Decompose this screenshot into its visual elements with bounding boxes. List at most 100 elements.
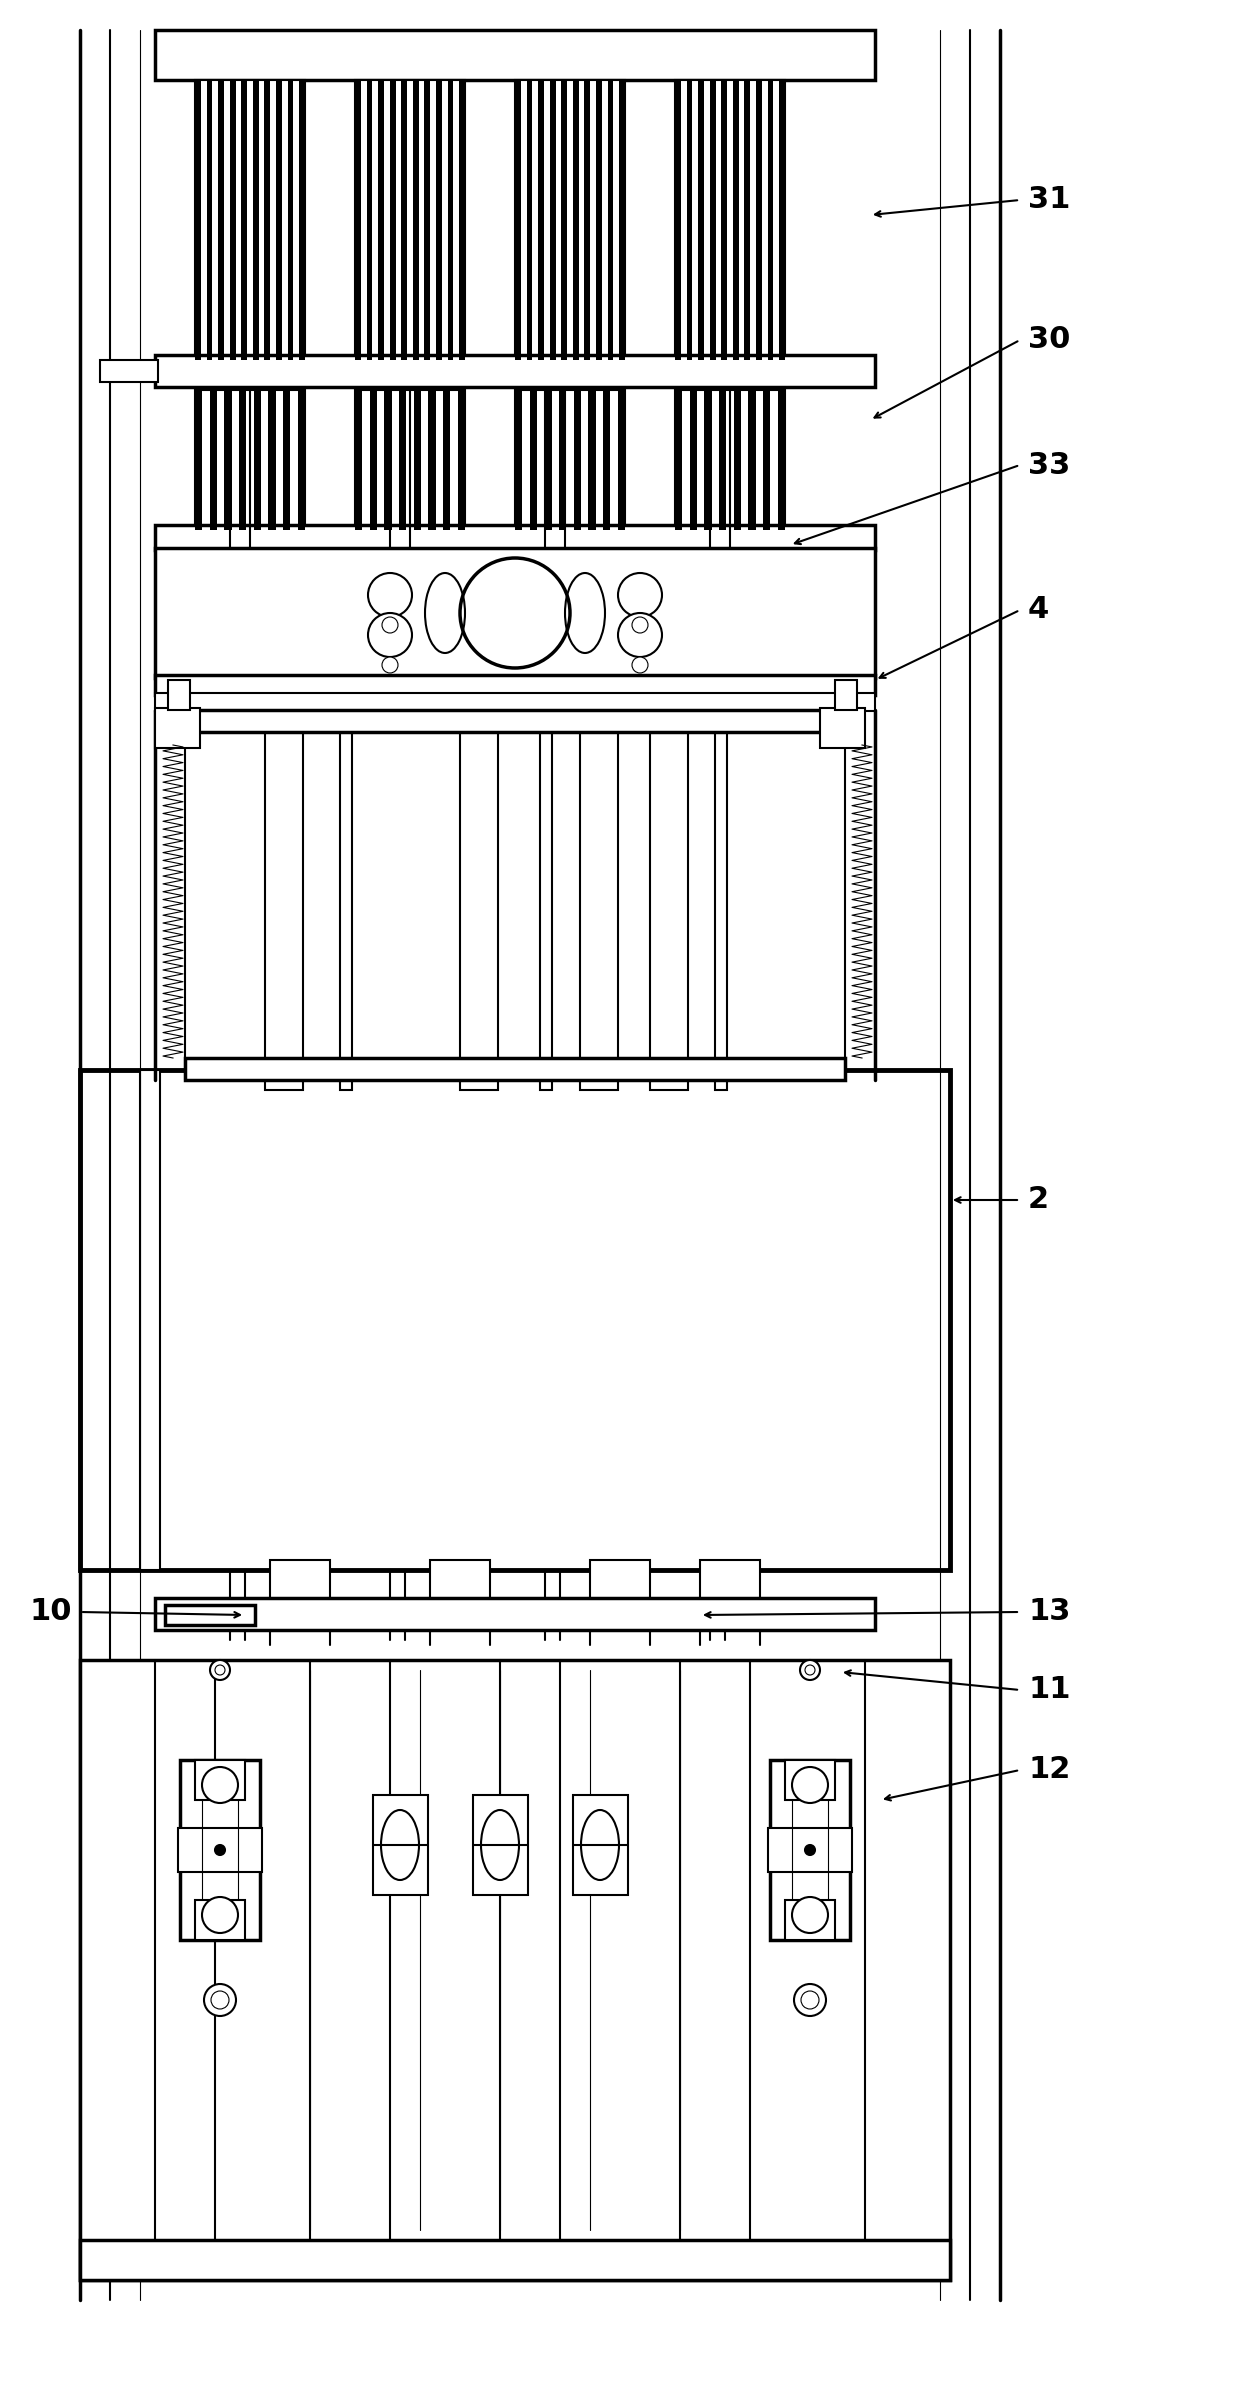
Bar bbox=[100, 361, 157, 382]
Circle shape bbox=[382, 657, 398, 673]
Bar bbox=[370, 389, 377, 530]
Bar bbox=[414, 389, 422, 530]
Bar bbox=[719, 389, 727, 530]
Text: 11: 11 bbox=[1028, 1676, 1070, 1705]
Bar bbox=[733, 81, 739, 361]
Bar bbox=[268, 389, 275, 530]
Bar bbox=[650, 721, 688, 1089]
Bar bbox=[460, 721, 498, 1089]
Bar bbox=[603, 389, 610, 530]
Bar bbox=[715, 721, 727, 1089]
Bar bbox=[270, 1559, 330, 1605]
Circle shape bbox=[792, 1896, 828, 1932]
Bar bbox=[207, 81, 212, 361]
Bar bbox=[538, 81, 544, 361]
Bar bbox=[402, 81, 407, 361]
Circle shape bbox=[202, 1896, 238, 1932]
Bar bbox=[768, 1827, 852, 1872]
Bar bbox=[283, 389, 290, 530]
Bar bbox=[239, 389, 247, 530]
Bar bbox=[355, 389, 362, 530]
Bar bbox=[277, 81, 281, 361]
Bar bbox=[785, 1760, 835, 1801]
Bar bbox=[195, 81, 201, 361]
Bar bbox=[253, 81, 259, 361]
Bar bbox=[785, 1901, 835, 1939]
Text: 13: 13 bbox=[1028, 1598, 1070, 1626]
Bar bbox=[515, 81, 521, 361]
Text: 10: 10 bbox=[30, 1598, 72, 1626]
Bar bbox=[155, 356, 875, 387]
Bar bbox=[155, 547, 875, 678]
Bar bbox=[155, 1598, 875, 1631]
Bar bbox=[167, 681, 190, 709]
Bar bbox=[389, 81, 396, 361]
Bar bbox=[675, 389, 785, 530]
Bar bbox=[384, 389, 392, 530]
Bar bbox=[210, 389, 217, 530]
Bar bbox=[590, 1559, 650, 1605]
Bar bbox=[748, 389, 755, 530]
Bar bbox=[81, 2240, 950, 2281]
Bar bbox=[562, 81, 567, 361]
Circle shape bbox=[618, 573, 662, 616]
Bar bbox=[224, 389, 232, 530]
Circle shape bbox=[632, 616, 649, 633]
Text: 30: 30 bbox=[1028, 325, 1070, 353]
Bar bbox=[254, 389, 260, 530]
Bar bbox=[399, 389, 407, 530]
Bar bbox=[81, 1660, 950, 2281]
Bar bbox=[559, 389, 567, 530]
Bar bbox=[472, 1796, 528, 1896]
Bar bbox=[430, 1559, 490, 1605]
Bar bbox=[573, 81, 579, 361]
Bar bbox=[436, 81, 441, 361]
Bar bbox=[180, 1760, 260, 1939]
Bar bbox=[298, 389, 305, 530]
Bar bbox=[722, 81, 727, 361]
Circle shape bbox=[801, 1992, 818, 2008]
Bar bbox=[299, 81, 305, 361]
Bar bbox=[264, 81, 270, 361]
Bar bbox=[529, 389, 537, 530]
Bar bbox=[155, 693, 875, 712]
Bar bbox=[165, 1605, 255, 1624]
Bar bbox=[459, 81, 465, 361]
Bar bbox=[608, 81, 614, 361]
Bar bbox=[619, 81, 625, 361]
Bar bbox=[515, 389, 522, 530]
Text: 31: 31 bbox=[1028, 186, 1070, 215]
Circle shape bbox=[794, 1984, 826, 2015]
Bar bbox=[428, 389, 435, 530]
Circle shape bbox=[205, 1984, 236, 2015]
Circle shape bbox=[215, 1664, 224, 1674]
Bar bbox=[424, 81, 430, 361]
Text: 4: 4 bbox=[1028, 595, 1049, 626]
Bar bbox=[704, 389, 712, 530]
Bar bbox=[768, 81, 774, 361]
Circle shape bbox=[202, 1767, 238, 1803]
Bar bbox=[777, 389, 785, 530]
Bar bbox=[744, 81, 750, 361]
Bar bbox=[675, 389, 682, 530]
Text: 12: 12 bbox=[1028, 1755, 1070, 1784]
Bar bbox=[195, 389, 305, 530]
Bar bbox=[195, 1760, 246, 1801]
Bar bbox=[155, 525, 875, 549]
Bar bbox=[675, 81, 681, 361]
Bar bbox=[179, 1827, 262, 1872]
Bar bbox=[573, 1796, 627, 1896]
Circle shape bbox=[632, 657, 649, 673]
Bar bbox=[355, 81, 465, 361]
Bar bbox=[378, 81, 384, 361]
Circle shape bbox=[618, 614, 662, 657]
Bar bbox=[618, 389, 625, 530]
Bar bbox=[734, 389, 742, 530]
Circle shape bbox=[792, 1767, 828, 1803]
Bar bbox=[544, 389, 552, 530]
Bar bbox=[229, 81, 236, 361]
Circle shape bbox=[368, 573, 412, 616]
Text: 33: 33 bbox=[1028, 451, 1070, 480]
Bar bbox=[701, 1559, 760, 1605]
Bar bbox=[756, 81, 761, 361]
